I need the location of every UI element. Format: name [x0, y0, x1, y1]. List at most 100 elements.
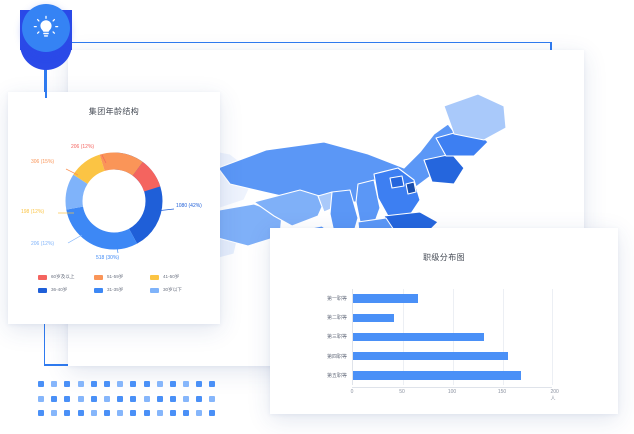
dot — [90, 381, 97, 387]
x-tick: 50 — [399, 389, 405, 395]
rank-distribution-card: 职级分布图 第一职等 第二职等 第三职等 — [270, 228, 618, 414]
bar-category-label: 第五职等 — [326, 372, 347, 379]
dot — [169, 410, 176, 416]
dot — [130, 410, 137, 416]
legend-item[interactable]: 31-35岁 — [94, 287, 150, 293]
donut-callout-bottom: 518 (30%) — [96, 255, 120, 261]
dot — [77, 410, 84, 416]
legend-label: 30岁以下 — [163, 287, 182, 292]
dot — [169, 395, 176, 402]
legend-label: 36-40岁 — [51, 287, 68, 292]
bar-category-label: 第一职等 — [326, 296, 347, 303]
legend-item[interactable]: 30岁以下 — [150, 287, 206, 293]
legend-item[interactable]: 60岁及以上 — [38, 274, 94, 280]
bar-row[interactable]: 第一职等 — [327, 289, 418, 308]
legend-item[interactable]: 41-50岁 — [150, 274, 206, 280]
logo-badge[interactable] — [14, 2, 78, 98]
donut-callout-top: 206 (12%) — [71, 144, 95, 150]
donut-callout-left: 198 (12%) — [21, 209, 45, 215]
bar-fill — [353, 313, 394, 323]
dot — [103, 381, 110, 387]
dot — [77, 381, 84, 387]
badge-connector-line — [45, 50, 47, 98]
dot — [103, 395, 110, 402]
legend-swatch-36-40 — [38, 287, 47, 293]
dot — [51, 410, 58, 416]
lightbulb-icon — [33, 15, 59, 37]
dot — [38, 410, 44, 416]
legend-swatch-31-35 — [94, 287, 103, 293]
bar-category-label: 第二职等 — [326, 315, 347, 322]
legend-swatch-60plus — [38, 274, 47, 280]
dot — [169, 381, 176, 387]
dot — [209, 381, 216, 387]
dot — [90, 410, 97, 416]
legend-label: 60岁及以上 — [51, 274, 75, 279]
legend-swatch-41-50 — [150, 274, 159, 280]
dot — [77, 395, 84, 402]
donut-chart[interactable]: 206 (12%) 306 (15%) 198 (12%) 206 (12%) … — [8, 117, 220, 277]
bar-row[interactable]: 第二职等 — [327, 308, 394, 327]
donut-callout-right: 1080 (42%) — [176, 203, 202, 209]
legend-item[interactable]: 51-59岁 — [94, 274, 150, 280]
dot — [51, 395, 58, 402]
dot-grid-decoration — [38, 381, 223, 425]
dot — [130, 381, 137, 387]
dot — [156, 381, 163, 387]
legend-label: 31-35岁 — [107, 287, 124, 292]
bar-category-label: 第三职等 — [326, 334, 347, 341]
bar-chart-title: 职级分布图 — [423, 253, 465, 262]
x-tick: 200 人 — [550, 389, 559, 402]
bar-plot-area: 第一职等 第二职等 第三职等 第四职等 第五职等 — [327, 289, 553, 385]
dot — [156, 395, 163, 402]
gridline-150 — [503, 289, 504, 385]
legend-swatch-under30 — [150, 287, 159, 293]
gridline-200 — [552, 289, 553, 385]
legend-label: 51-59岁 — [107, 274, 124, 279]
dot — [183, 381, 190, 387]
dot — [183, 395, 190, 402]
dot — [38, 381, 44, 387]
dot — [51, 381, 58, 387]
dot — [64, 395, 71, 402]
x-tick: 0 — [350, 389, 354, 395]
x-axis-line — [352, 387, 552, 388]
donut-callout-upper-left: 306 (15%) — [31, 159, 55, 165]
dot — [156, 410, 163, 416]
dot — [183, 410, 190, 416]
dot — [143, 395, 150, 402]
bar-fill — [353, 294, 418, 303]
dot — [117, 381, 124, 387]
dot — [64, 381, 71, 387]
bar-row[interactable]: 第五职等 — [327, 366, 521, 385]
bar-fill — [353, 371, 521, 380]
bar-chart[interactable]: 第一职等 第二职等 第三职等 第四职等 第五职等 — [270, 263, 618, 413]
dot — [90, 395, 97, 402]
legend-label: 41-50岁 — [163, 274, 180, 279]
age-structure-card: 集团年龄结构 — [8, 92, 220, 324]
donut-callout-lower-left: 206 (12%) — [31, 241, 55, 247]
dot — [64, 410, 71, 416]
badge-circle — [22, 4, 70, 52]
bar-row[interactable]: 第三职等 — [327, 327, 484, 346]
bar-fill — [353, 351, 508, 361]
x-tick: 150 — [497, 389, 507, 395]
dot — [117, 410, 124, 416]
legend-item[interactable]: 36-40岁 — [38, 287, 94, 293]
dot — [38, 395, 44, 402]
x-tick: 100 — [447, 389, 457, 395]
legend-swatch-51-59 — [94, 274, 103, 280]
dot — [196, 381, 203, 387]
dot — [130, 395, 137, 402]
dot — [143, 410, 150, 416]
bar-row[interactable]: 第四职等 — [327, 347, 508, 366]
dot — [143, 381, 150, 387]
dot — [196, 395, 203, 402]
bar-fill — [353, 332, 484, 342]
bar-x-axis: 0 50 100 150 200 人 — [350, 387, 564, 402]
dot — [117, 395, 124, 402]
donut-legend: 60岁及以上 51-59岁 41-50岁 36-40岁 31-35岁 30岁以下 — [8, 274, 220, 300]
dot — [103, 410, 110, 416]
bar-category-label: 第四职等 — [326, 353, 347, 360]
